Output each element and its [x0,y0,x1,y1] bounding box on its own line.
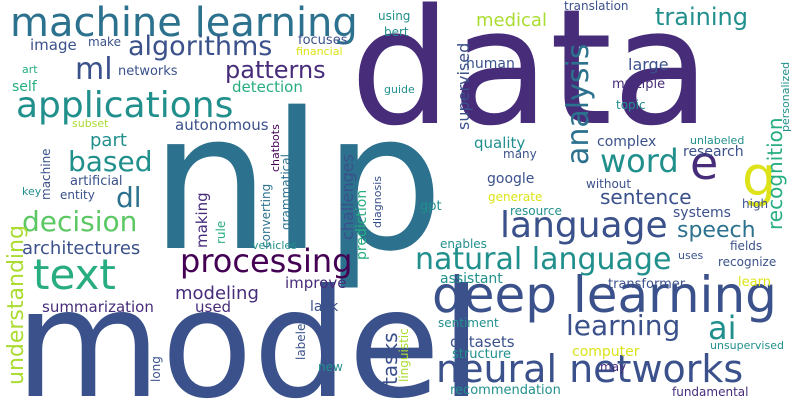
word: modeling [175,283,259,304]
word: ml [75,52,113,87]
word: recognize [718,255,777,269]
word: g [742,145,777,208]
word: networks [118,64,178,79]
word: improve [285,274,347,292]
word: large [628,55,669,74]
word: focuses [298,33,348,48]
word: translation [564,0,629,13]
word: language [500,205,668,246]
word: dl [116,181,142,214]
word: uses [678,249,704,262]
word: vehicles [252,239,297,252]
word: datasets [450,333,515,351]
word: guide [384,83,415,96]
word: assistant [440,271,503,287]
word: resource [510,204,562,218]
word: art [22,63,38,76]
word: supervised [454,42,473,130]
word: making [193,192,211,248]
word: linguistic [397,328,411,382]
word: subset [72,117,109,130]
word: multiple [612,77,666,92]
word: autonomous [175,116,269,134]
word: training [655,3,748,31]
word: long [149,356,163,382]
word: without [586,177,632,191]
word: systems [673,205,731,221]
word: enables [440,237,487,251]
word: machine [39,148,53,200]
word: entity [60,188,95,202]
word: grammatical [279,154,293,230]
word: labeled [294,315,308,360]
word: self [12,79,37,95]
word: topic [616,98,646,112]
word: generate [488,190,543,204]
word: architectures [22,238,141,259]
word: high [742,197,769,211]
word: gpt [420,199,442,214]
word: learning [566,309,681,342]
word: transformer [608,277,686,292]
word: rule [214,220,228,244]
word: personalized [779,61,792,132]
word: prediction [354,189,370,260]
word: summarization [42,298,154,316]
word: computer [572,344,640,360]
word: medical [476,10,547,31]
word: data [350,0,711,161]
word: financial [296,45,343,58]
word: neural networks [436,347,744,391]
word: learn [738,275,771,290]
word: sentence [600,185,692,209]
word: many [503,147,537,161]
word: deep learning [432,266,777,324]
word: structure [452,347,511,362]
word: part [90,130,127,151]
word: speech [677,218,756,243]
word: text [33,250,116,299]
word: ai [708,309,737,347]
word: new [318,360,343,374]
word: recognition [763,117,787,230]
word: may [600,360,627,374]
word: processing [180,242,353,280]
word: analysis [561,43,596,165]
word: human [466,56,515,72]
word: word [600,142,679,180]
word: decision [22,205,138,238]
word: google [487,171,535,187]
word: unlabeled [690,134,745,147]
word: lack [310,299,339,315]
word: applications [16,85,234,126]
word: make [88,35,121,49]
word: research [683,144,744,160]
word: nlp [150,72,444,293]
word: algorithms [128,31,273,62]
word: complex [597,134,657,150]
word: recommendation [450,383,561,398]
word: patterns [225,56,326,84]
word: machine learning [10,0,358,46]
word: sentiment [438,316,499,330]
word: used [195,298,232,316]
word: detection [232,78,303,96]
word: diagnosis [371,176,384,228]
word: using [378,9,411,23]
word: quality [474,134,526,152]
word: fields [730,239,763,253]
word: unsupervised [710,339,784,352]
word: artificial [70,174,123,189]
word: fundamental [672,385,749,399]
word: natural language [415,242,672,277]
word: model [15,258,483,400]
word: based [68,145,153,178]
word: key [22,185,42,198]
word: image [30,36,77,54]
word: e [690,136,719,190]
word: bert [384,25,409,39]
